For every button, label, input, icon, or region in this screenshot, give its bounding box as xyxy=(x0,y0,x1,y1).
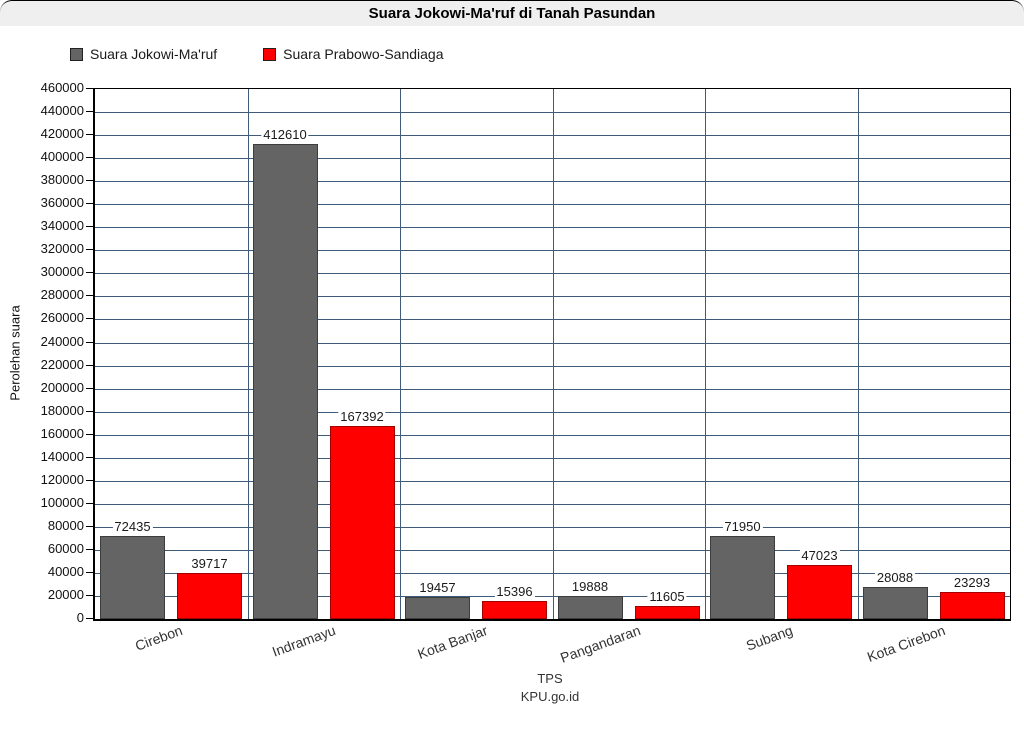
legend-swatch-gray-icon xyxy=(70,47,83,61)
y-axis-tick-label: 400000 xyxy=(40,149,84,165)
y-axis-tick-label: 300000 xyxy=(40,264,84,280)
bar-kota-banjar-suara-jokowi-ma-ruf xyxy=(405,596,470,619)
y-axis-tick-label: 460000 xyxy=(40,80,84,95)
y-axis-tick-label: 240000 xyxy=(40,333,84,349)
y-axis-tick xyxy=(86,433,93,435)
y-axis-tick xyxy=(86,203,93,205)
legend-swatch-red-icon xyxy=(263,47,277,61)
y-axis-tick xyxy=(86,595,93,596)
y-axis-title: Perolehan suara xyxy=(7,305,23,401)
legend-label-jokowi: Suara Jokowi-Ma'ruf xyxy=(90,46,218,62)
bar-cirebon-suara-jokowi-ma-ruf xyxy=(100,535,165,619)
bar-indramayu-suara-prabowo-sandiaga xyxy=(329,426,395,619)
bar-value-label: 47023 xyxy=(799,547,840,563)
y-axis-tick-label: 120000 xyxy=(40,471,84,487)
y-axis-tick xyxy=(86,157,93,159)
y-axis-tick-label: 80000 xyxy=(47,517,84,533)
bar-value-label: 15396 xyxy=(494,584,535,600)
y-axis-tick xyxy=(86,571,93,573)
y-axis-tick xyxy=(86,180,93,182)
bar-kota-cirebon-suara-prabowo-sandiaga xyxy=(939,592,1005,619)
chart-title: Suara Jokowi-Ma'ruf di Tanah Pasundan xyxy=(368,5,656,22)
gridline-vertical xyxy=(857,89,859,619)
y-axis-tick xyxy=(86,525,93,527)
y-axis-tick-label: 160000 xyxy=(40,425,84,441)
y-axis-tick xyxy=(86,318,93,320)
y-axis-tick xyxy=(86,618,93,619)
category-label-subang: Subang xyxy=(743,622,795,654)
legend-label-prabowo: Suara Prabowo-Sandiaga xyxy=(283,46,444,62)
y-axis-tick-label: 180000 xyxy=(40,402,84,418)
gridline-vertical xyxy=(400,89,401,619)
y-axis-tick xyxy=(86,295,93,297)
y-axis-tick xyxy=(86,479,93,481)
category-label-kota-cirebon: Kota Cirebon xyxy=(864,622,948,665)
gridline-vertical xyxy=(552,89,554,619)
bar-value-label: 23293 xyxy=(951,575,993,591)
bar-value-label: 167392 xyxy=(338,409,386,425)
y-axis-tick-label: 280000 xyxy=(40,287,84,303)
category-label-kota-banjar: Kota Banjar xyxy=(415,622,490,663)
y-axis-tick-label: 0 xyxy=(76,610,84,625)
y-axis-tick-label: 420000 xyxy=(40,126,84,142)
bar-indramayu-suara-jokowi-ma-ruf xyxy=(252,143,318,619)
bar-value-label: 28088 xyxy=(874,569,916,585)
y-axis-tick-label: 220000 xyxy=(40,356,84,372)
y-axis-tick-label: 320000 xyxy=(40,241,84,257)
bar-value-label: 19457 xyxy=(417,579,458,595)
y-axis-tick-label: 140000 xyxy=(40,448,84,464)
category-label-indramayu: Indramayu xyxy=(269,622,338,660)
y-axis-tick xyxy=(86,249,93,251)
y-axis-tick xyxy=(86,456,93,458)
bar-subang-suara-jokowi-ma-ruf xyxy=(710,536,775,619)
bar-kota-cirebon-suara-jokowi-ma-ruf xyxy=(862,586,928,619)
y-axis-tick xyxy=(86,88,93,89)
bar-subang-suara-prabowo-sandiaga xyxy=(787,564,852,619)
y-axis-tick xyxy=(86,111,93,112)
legend: Suara Jokowi-Ma'ruf Suara Prabowo-Sandia… xyxy=(70,46,444,62)
bar-value-label: 19888 xyxy=(569,579,611,595)
bar-kota-banjar-suara-prabowo-sandiaga xyxy=(482,601,547,619)
bar-value-label: 11605 xyxy=(647,588,687,604)
legend-item-prabowo: Suara Prabowo-Sandiaga xyxy=(263,46,444,62)
y-axis-tick xyxy=(86,134,93,136)
y-axis-tick xyxy=(86,364,93,366)
bar-value-label: 71950 xyxy=(722,519,763,535)
y-axis-tick-label: 260000 xyxy=(40,310,84,326)
y-axis-tick-label: 20000 xyxy=(47,587,84,602)
y-axis-tick xyxy=(86,387,93,389)
category-label-pangandaran: Pangandaran xyxy=(557,622,643,666)
bar-pangandaran-suara-prabowo-sandiaga xyxy=(634,605,700,619)
y-axis-tick-label: 40000 xyxy=(47,563,84,579)
y-axis-tick xyxy=(86,226,93,228)
y-axis-tick-label: 100000 xyxy=(40,494,84,510)
legend-item-jokowi: Suara Jokowi-Ma'ruf xyxy=(70,46,217,62)
x-axis-title: TPS xyxy=(537,671,563,686)
gridline-vertical xyxy=(247,89,249,619)
y-axis-tick xyxy=(86,272,93,274)
y-axis-tick xyxy=(86,502,93,504)
y-axis-tick xyxy=(86,410,93,412)
gridline-vertical xyxy=(705,89,706,619)
y-axis-tick-label: 360000 xyxy=(40,195,84,211)
y-axis-tick-label: 440000 xyxy=(40,103,84,118)
bar-value-label: 412610 xyxy=(261,126,309,142)
y-axis-tick-label: 340000 xyxy=(40,218,84,234)
y-axis-tick xyxy=(86,548,93,550)
y-axis-tick-label: 200000 xyxy=(40,379,84,395)
y-axis-tick-label: 60000 xyxy=(47,540,84,556)
window-title-bar: Suara Jokowi-Ma'ruf di Tanah Pasundan xyxy=(0,0,1024,26)
source-label: KPU.go.id xyxy=(520,689,580,704)
bar-value-label: 72435 xyxy=(112,518,153,534)
category-label-cirebon: Cirebon xyxy=(133,622,185,654)
plot-area: 72435 412610 19457 19888 71950 28088 39717 1673… xyxy=(93,88,1011,621)
y-axis-tick xyxy=(86,341,93,343)
bar-pangandaran-suara-jokowi-ma-ruf xyxy=(557,596,623,619)
bar-value-label: 39717 xyxy=(189,556,230,572)
bar-cirebon-suara-prabowo-sandiaga xyxy=(177,573,242,619)
y-axis-tick-label: 380000 xyxy=(40,172,84,188)
